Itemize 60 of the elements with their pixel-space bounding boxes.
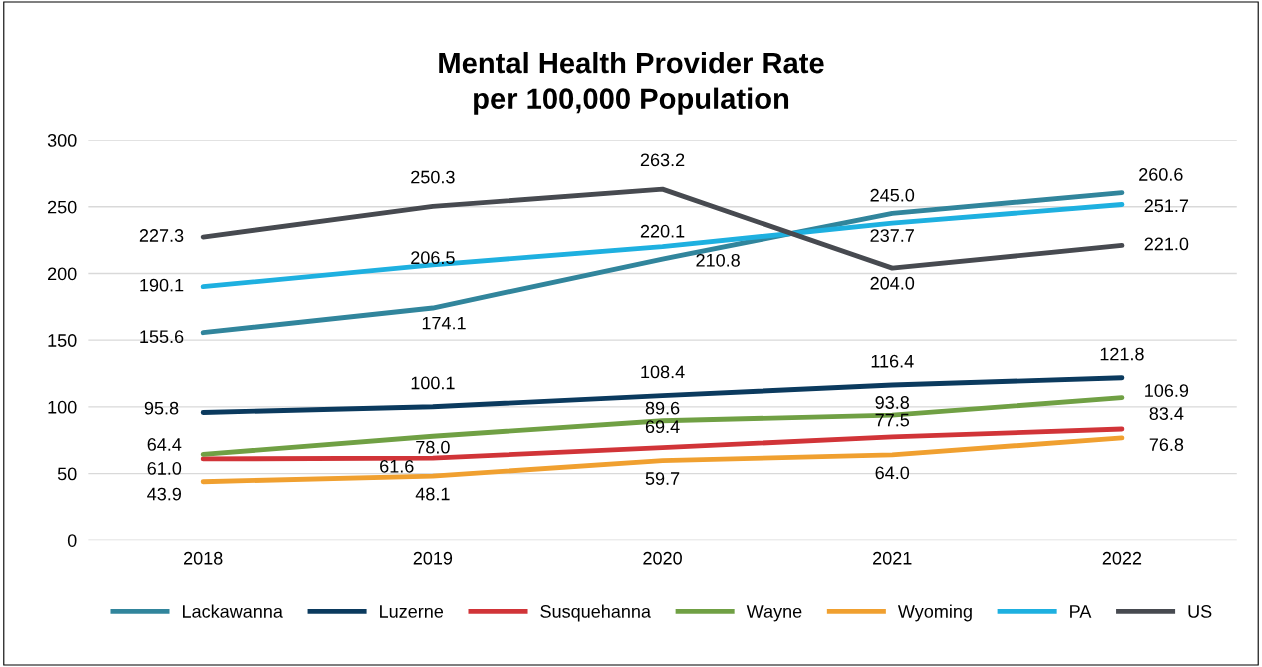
data-label: 116.4	[871, 354, 914, 368]
data-label: 221.0	[1144, 237, 1189, 251]
data-label: 61.6	[380, 459, 414, 473]
line-series	[200, 186, 1125, 271]
data-label: 83.4	[1149, 407, 1184, 420]
data-label: 220.1	[640, 224, 685, 238]
data-label: 77.5	[875, 413, 910, 427]
x-tick-label: 2019	[413, 551, 453, 565]
y-tick-label: 50	[57, 467, 77, 481]
x-tick-label: 2021	[873, 551, 912, 565]
data-label: 95.8	[144, 401, 179, 415]
data-label: 93.8	[875, 396, 910, 409]
data-label: 210.8	[696, 253, 740, 267]
data-label: 227.3	[139, 229, 184, 242]
legend-label: Lackawanna	[183, 604, 283, 618]
legend-label: Luzerne	[380, 605, 444, 618]
line-series	[200, 202, 1125, 290]
data-label: 43.9	[147, 487, 182, 501]
y-tick-label: 150	[48, 334, 77, 347]
data-label: 64.4	[147, 438, 182, 451]
data-label: 64.0	[875, 466, 910, 480]
data-label: 260.6	[1139, 168, 1183, 181]
data-label: 250.3	[411, 170, 455, 184]
x-tick-label: 2022	[1102, 551, 1142, 565]
data-label: 155.6	[140, 330, 184, 344]
legend-label: PA	[1070, 605, 1092, 618]
x-tick-label: 2020	[643, 551, 682, 565]
data-label: 206.5	[411, 251, 455, 265]
data-label: 121.8	[1100, 347, 1144, 361]
data-label: 48.1	[415, 487, 450, 501]
data-label: 108.4	[641, 365, 685, 379]
data-label: 237.7	[870, 229, 914, 242]
data-label: 251.7	[1144, 199, 1189, 213]
data-label: 69.4	[645, 420, 680, 434]
data-label: 76.8	[1149, 438, 1184, 451]
data-label: 100.1	[411, 376, 455, 390]
line-series	[200, 435, 1125, 485]
line-series	[200, 190, 1125, 336]
legend-label: Wayne	[746, 605, 802, 622]
data-label: 245.0	[870, 188, 915, 202]
y-tick-label: 100	[48, 400, 77, 414]
y-tick-label: 250	[48, 200, 77, 214]
chart-title: Mental Health Provider Rate per 100,000 Population	[439, 51, 824, 115]
y-tick-label: 300	[47, 134, 77, 147]
data-label: 106.9	[1145, 384, 1189, 397]
data-label: 78.0	[416, 440, 450, 454]
line-series	[200, 395, 1125, 457]
legend-label: Wyoming	[897, 604, 972, 622]
data-label: 59.7	[645, 472, 680, 485]
data-label: 263.2	[640, 153, 685, 167]
y-tick-label: 200	[48, 267, 77, 281]
data-label: 89.6	[645, 401, 680, 415]
data-label: 204.0	[870, 276, 915, 290]
x-tick-label: 2018	[184, 551, 223, 565]
legend-label: US	[1188, 605, 1212, 618]
data-label: 174.1	[422, 316, 466, 330]
data-label: 190.1	[140, 278, 184, 292]
data-label: 61.0	[147, 462, 182, 475]
y-tick-label: 0	[67, 534, 77, 547]
legend-label: Susquehanna	[540, 604, 651, 622]
